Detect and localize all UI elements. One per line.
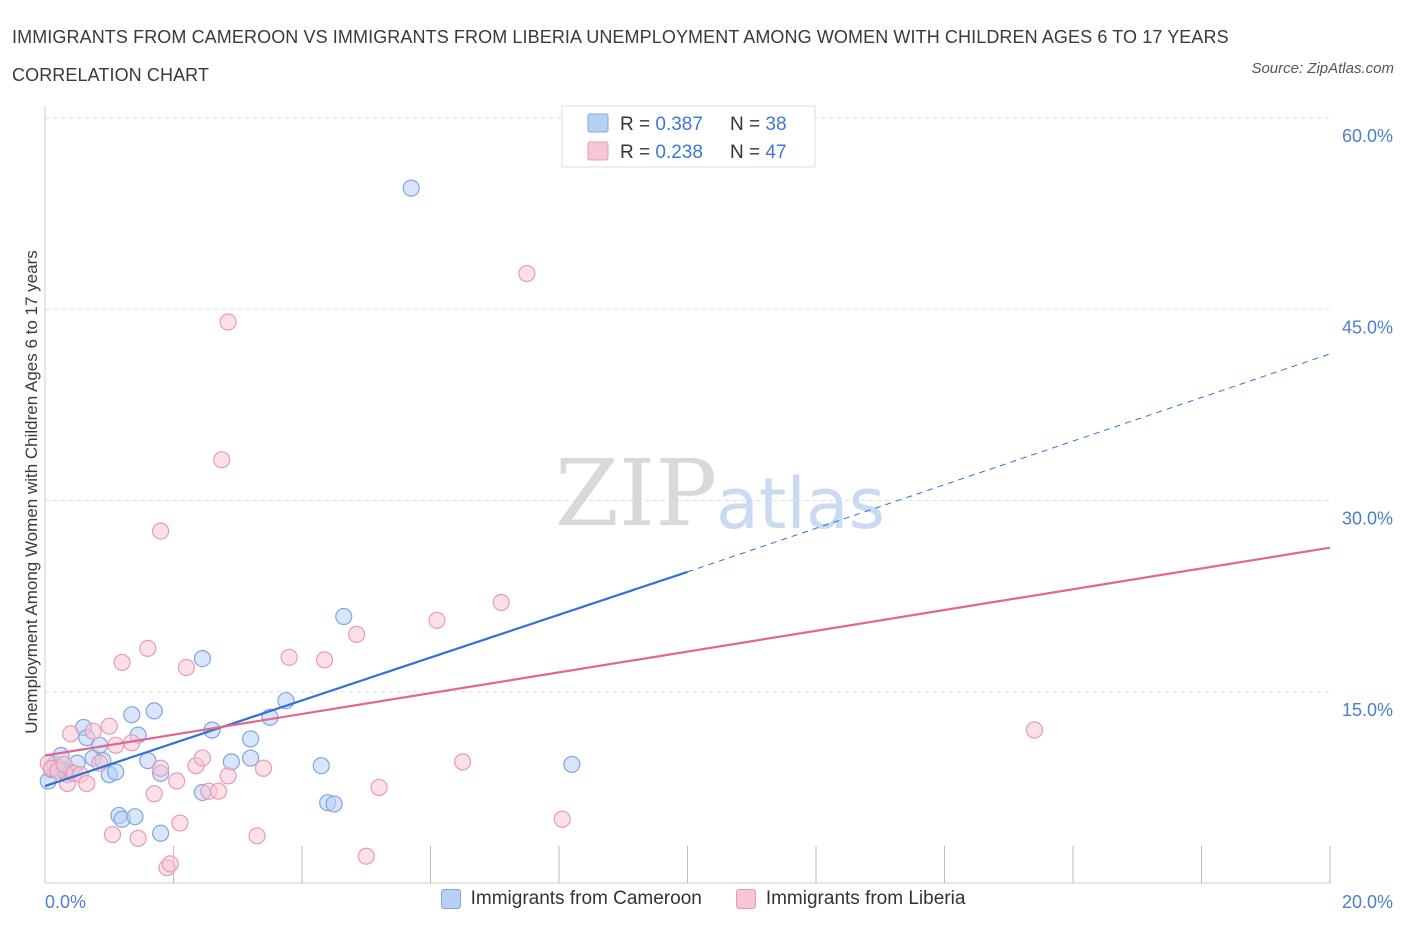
- legend-item-liberia: Immigrants from Liberia: [735, 888, 966, 910]
- y-tick-label-0: 15.0%: [1342, 700, 1393, 720]
- data-point-liberia-29: [209, 782, 228, 800]
- data-point-liberia-24: [171, 814, 189, 832]
- stats-legend: R = 0.387 N = 38 R = 0.238 N = 47: [561, 105, 816, 168]
- legend-swatch-cameroon: [440, 889, 461, 909]
- y-tick-label-2: 45.0%: [1342, 317, 1393, 337]
- x-tick-label-min: 0.0%: [45, 892, 86, 912]
- watermark-zip: ZIP: [555, 440, 717, 547]
- legend-row-liberia: R = 0.238: [620, 142, 703, 163]
- data-point-liberia-5: [62, 725, 80, 743]
- x-tick-label-max: 20.0%: [1342, 892, 1393, 912]
- legend-label-cameroon: Immigrants from Cameroon: [470, 888, 702, 909]
- y-axis-label: Unemployment Among Women with Children A…: [22, 250, 41, 734]
- data-point-cameroon-24: [152, 824, 170, 842]
- data-point-liberia-31: [219, 313, 237, 331]
- trend-line-cameroon: [44, 570, 688, 788]
- data-point-liberia-17: [139, 639, 157, 658]
- x-axis-ticks: [173, 846, 1331, 883]
- data-point-cameroon-37: [402, 179, 420, 197]
- data-point-liberia-40: [428, 611, 446, 629]
- legend-label-liberia: Immigrants from Liberia: [765, 888, 966, 909]
- data-point-liberia-12: [103, 825, 122, 844]
- series-legend: Immigrants from Cameroon Immigrants from…: [0, 888, 1406, 910]
- y-tick-label-1: 30.0%: [1342, 509, 1393, 529]
- data-point-cameroon-19: [123, 706, 141, 724]
- data-point-liberia-22: [161, 855, 179, 873]
- data-point-liberia-25: [177, 658, 195, 677]
- data-point-liberia-35: [280, 648, 298, 666]
- legend-r-value-liberia: 0.238: [655, 142, 703, 163]
- data-point-cameroon-18: [126, 808, 144, 826]
- data-point-liberia-20: [152, 522, 170, 540]
- legend-n-label: N =: [730, 114, 765, 135]
- data-point-cameroon-25: [193, 649, 212, 668]
- watermark-atlas: atlas: [716, 463, 885, 545]
- legend-row-cameroon: R = 0.387: [620, 114, 703, 135]
- data-point-liberia-8: [78, 774, 96, 793]
- data-point-liberia-45: [1025, 721, 1044, 739]
- legend-swatch-cameroon: [587, 113, 609, 133]
- data-point-liberia-18: [145, 785, 163, 803]
- data-point-liberia-30: [213, 451, 231, 469]
- data-point-cameroon-36: [335, 607, 353, 626]
- data-point-cameroon-15: [107, 763, 125, 781]
- trend-line-liberia: [44, 546, 1331, 757]
- legend-n-liberia: N = 47: [730, 142, 787, 163]
- data-point-liberia-9: [84, 722, 102, 740]
- data-point-liberia-19: [152, 759, 170, 777]
- chart-title: IMMIGRANTS FROM CAMEROON VS IMMIGRANTS F…: [12, 27, 1229, 85]
- legend-n-value-cameroon: 38: [765, 114, 786, 135]
- legend-r-label: R =: [620, 142, 655, 163]
- data-point-liberia-11: [100, 717, 118, 735]
- trend-lines: [44, 353, 1331, 788]
- x-axis-tick-labels: 0.0% 20.0%: [45, 892, 1393, 912]
- data-point-cameroon-30: [242, 749, 260, 767]
- source-credit: Source: ZipAtlas.com: [1251, 60, 1394, 77]
- data-point-liberia-23: [168, 772, 186, 790]
- legend-n-label: N =: [730, 142, 765, 163]
- legend-n-value-liberia: 47: [765, 142, 786, 163]
- data-point-liberia-43: [518, 264, 536, 283]
- y-tick-label-3: 60.0%: [1342, 126, 1393, 146]
- data-point-liberia-44: [553, 810, 571, 828]
- data-point-liberia-32: [219, 767, 237, 785]
- data-point-liberia-42: [492, 593, 510, 612]
- trend-line-cameroon-projection: [687, 353, 1331, 573]
- legend-r-value-cameroon: 0.387: [655, 114, 703, 135]
- data-point-cameroon-29: [242, 730, 260, 748]
- legend-r-label: R =: [620, 114, 655, 135]
- data-point-cameroon-22: [145, 702, 163, 720]
- data-point-liberia-34: [254, 759, 273, 777]
- data-point-liberia-41: [454, 753, 472, 771]
- data-point-cameroon-35: [325, 795, 343, 813]
- legend-swatch-liberia: [587, 141, 609, 161]
- data-point-liberia-33: [248, 827, 266, 845]
- data-point-liberia-37: [348, 625, 366, 643]
- data-points: [39, 179, 1044, 877]
- data-point-cameroon-38: [563, 755, 581, 774]
- watermark: ZIP atlas: [555, 440, 885, 547]
- data-point-liberia-27: [193, 749, 212, 767]
- data-point-cameroon-28: [222, 753, 240, 771]
- data-point-liberia-36: [315, 651, 334, 669]
- legend-n-cameroon: N = 38: [730, 114, 787, 135]
- y-axis-ticks: 15.0% 30.0% 45.0% 60.0%: [1342, 126, 1393, 720]
- legend-swatch-liberia: [735, 889, 756, 909]
- legend-item-cameroon: Immigrants from Cameroon: [440, 888, 702, 910]
- data-point-liberia-16: [129, 829, 147, 847]
- data-point-liberia-39: [370, 778, 388, 796]
- data-point-cameroon-33: [312, 757, 330, 775]
- data-point-liberia-14: [113, 653, 131, 672]
- data-point-liberia-38: [357, 847, 375, 865]
